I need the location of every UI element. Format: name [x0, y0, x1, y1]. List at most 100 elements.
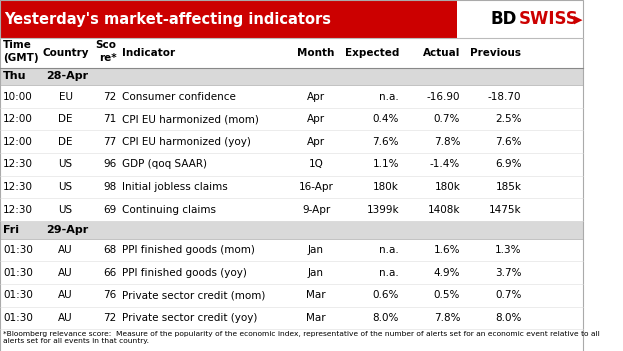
Text: 76: 76 [103, 290, 117, 300]
Text: 180k: 180k [373, 182, 399, 192]
Text: 28-Apr: 28-Apr [47, 71, 88, 81]
Text: n.a.: n.a. [379, 92, 399, 101]
Text: 12:00: 12:00 [3, 137, 33, 147]
Text: 6.9%: 6.9% [495, 159, 521, 170]
Text: 1.1%: 1.1% [373, 159, 399, 170]
Text: Fri: Fri [3, 225, 19, 235]
Text: n.a.: n.a. [379, 245, 399, 255]
Bar [0, 329, 583, 351]
Text: Apr: Apr [307, 114, 325, 124]
Text: 0.7%: 0.7% [495, 290, 521, 300]
Text: 8.0%: 8.0% [495, 313, 521, 323]
Text: GDP (qoq SAAR): GDP (qoq SAAR) [122, 159, 207, 170]
Text: 12:30: 12:30 [3, 182, 33, 192]
Bar [0, 0, 457, 38]
Text: 12:00: 12:00 [3, 114, 33, 124]
Text: 0.7%: 0.7% [434, 114, 460, 124]
Bar [0, 306, 583, 329]
Text: Actual: Actual [423, 48, 460, 58]
Text: 01:30: 01:30 [3, 245, 33, 255]
Text: re*: re* [99, 53, 117, 62]
Text: 72: 72 [103, 92, 117, 101]
Text: 01:30: 01:30 [3, 268, 33, 278]
Bar [0, 239, 583, 261]
Text: 0.6%: 0.6% [373, 290, 399, 300]
Text: 68: 68 [103, 245, 117, 255]
Text: Initial jobless claims: Initial jobless claims [122, 182, 228, 192]
Text: Month: Month [297, 48, 335, 58]
Text: Yesterday's market-affecting indicators: Yesterday's market-affecting indicators [4, 12, 331, 27]
Text: -18.70: -18.70 [488, 92, 521, 101]
Text: 0.4%: 0.4% [373, 114, 399, 124]
Text: BD: BD [491, 10, 517, 28]
Text: Mar: Mar [307, 290, 326, 300]
Text: 1.6%: 1.6% [434, 245, 460, 255]
Text: 96: 96 [103, 159, 117, 170]
Text: PPI finished goods (yoy): PPI finished goods (yoy) [122, 268, 247, 278]
Bar [0, 221, 583, 239]
Text: 7.8%: 7.8% [434, 137, 460, 147]
Bar [0, 198, 583, 221]
Text: 7.8%: 7.8% [434, 313, 460, 323]
Bar [457, 0, 583, 38]
Text: 2.5%: 2.5% [495, 114, 521, 124]
Text: 71: 71 [103, 114, 117, 124]
Bar [0, 68, 583, 85]
Text: 3.7%: 3.7% [495, 268, 521, 278]
Text: 1408k: 1408k [428, 205, 460, 215]
Text: 7.6%: 7.6% [495, 137, 521, 147]
Text: 0.5%: 0.5% [434, 290, 460, 300]
Text: SWISS: SWISS [519, 10, 579, 28]
Text: 69: 69 [103, 205, 117, 215]
Text: AU: AU [58, 290, 73, 300]
Text: 1399k: 1399k [366, 205, 399, 215]
Text: Country: Country [42, 48, 89, 58]
Text: 1.3%: 1.3% [495, 245, 521, 255]
Text: *Bloomberg relevance score:  Measure of the popularity of the economic index, re: *Bloomberg relevance score: Measure of t… [3, 331, 600, 344]
Text: Consumer confidence: Consumer confidence [122, 92, 236, 101]
Text: Expected: Expected [345, 48, 399, 58]
Text: EU: EU [59, 92, 72, 101]
Text: Mar: Mar [307, 313, 326, 323]
Text: 12:30: 12:30 [3, 159, 33, 170]
Text: 1475k: 1475k [489, 205, 521, 215]
Text: -1.4%: -1.4% [430, 159, 460, 170]
Text: Jan: Jan [308, 268, 324, 278]
Text: Previous: Previous [470, 48, 521, 58]
Text: AU: AU [58, 268, 73, 278]
Text: n.a.: n.a. [379, 268, 399, 278]
Text: 77: 77 [103, 137, 117, 147]
Text: 98: 98 [103, 182, 117, 192]
Text: Jan: Jan [308, 245, 324, 255]
Text: 1Q: 1Q [308, 159, 323, 170]
Text: Apr: Apr [307, 137, 325, 147]
Text: US: US [59, 182, 73, 192]
Text: 180k: 180k [434, 182, 460, 192]
Text: AU: AU [58, 313, 73, 323]
Bar [0, 108, 583, 131]
Text: Continuing claims: Continuing claims [122, 205, 216, 215]
Text: (GMT): (GMT) [3, 53, 39, 62]
Text: Thu: Thu [3, 71, 26, 81]
Bar [0, 85, 583, 108]
Text: 72: 72 [103, 313, 117, 323]
Text: Time: Time [3, 40, 32, 50]
Text: 01:30: 01:30 [3, 290, 33, 300]
Text: ▶: ▶ [574, 14, 582, 24]
Bar [0, 284, 583, 306]
Bar [0, 131, 583, 153]
Bar [0, 38, 583, 68]
Text: -16.90: -16.90 [427, 92, 460, 101]
Text: DE: DE [59, 114, 73, 124]
Bar [0, 261, 583, 284]
Text: 8.0%: 8.0% [373, 313, 399, 323]
Text: 9-Apr: 9-Apr [302, 205, 330, 215]
Text: Indicator: Indicator [122, 48, 176, 58]
Text: AU: AU [58, 245, 73, 255]
Text: DE: DE [59, 137, 73, 147]
Text: Private sector credit (mom): Private sector credit (mom) [122, 290, 265, 300]
Text: 12:30: 12:30 [3, 205, 33, 215]
Text: CPI EU harmonized (mom): CPI EU harmonized (mom) [122, 114, 259, 124]
Text: Apr: Apr [307, 92, 325, 101]
Text: US: US [59, 205, 73, 215]
